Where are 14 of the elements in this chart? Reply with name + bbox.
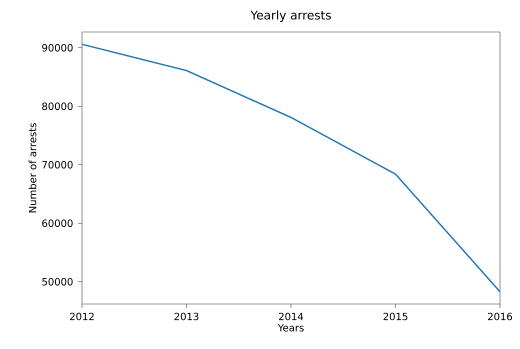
y-axis-title: Number of arrests (28, 123, 36, 212)
y-tick-label: 70000 (42, 160, 73, 169)
x-tick-label: 2015 (384, 312, 408, 320)
y-tick-label: 50000 (42, 278, 73, 286)
y-tick-label: 60000 (42, 219, 73, 228)
x-tick-label: 2013 (174, 312, 198, 320)
y-tick-label: 80000 (42, 102, 73, 110)
chart-title: Yearly arrests (250, 10, 331, 22)
line-series (82, 44, 500, 292)
x-tick-label: 2014 (279, 312, 304, 320)
x-axis-title: Years (278, 324, 304, 332)
y-tick-label: 90000 (42, 44, 73, 52)
x-tick-label: 2012 (70, 312, 94, 320)
x-tick-label: 2016 (488, 312, 512, 320)
